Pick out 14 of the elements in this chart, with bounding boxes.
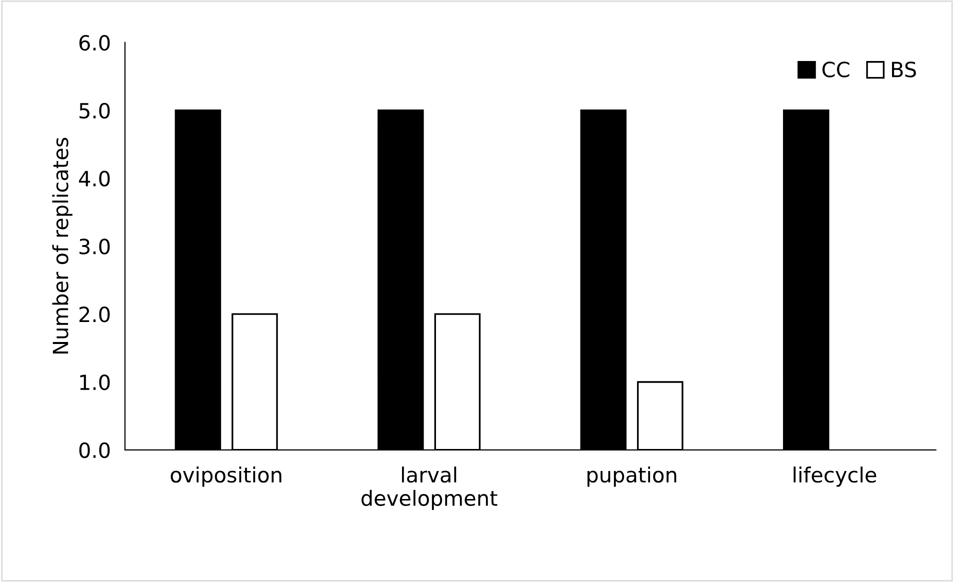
x-tick-label: oviposition [170, 466, 282, 487]
x-tick-label: lifecycle [794, 466, 876, 487]
y-tick-label: 6.0 [79, 34, 110, 51]
y-tick-label: 5.0 [80, 102, 110, 119]
x-tick-label: larval development [361, 466, 498, 510]
x-tick-label: pupation [588, 466, 676, 487]
y-tick-label: 4.0 [78, 170, 110, 186]
y-tick-label: 1.0 [80, 374, 110, 390]
y-tick-label: 2.0 [79, 306, 110, 322]
y-axis-title: Number of replicates [52, 138, 72, 354]
legend-label: CC [822, 62, 850, 78]
y-tick-label: 3.0 [80, 238, 110, 254]
y-tick-label: 0.0 [79, 442, 110, 458]
legend-label: BS [892, 62, 916, 78]
